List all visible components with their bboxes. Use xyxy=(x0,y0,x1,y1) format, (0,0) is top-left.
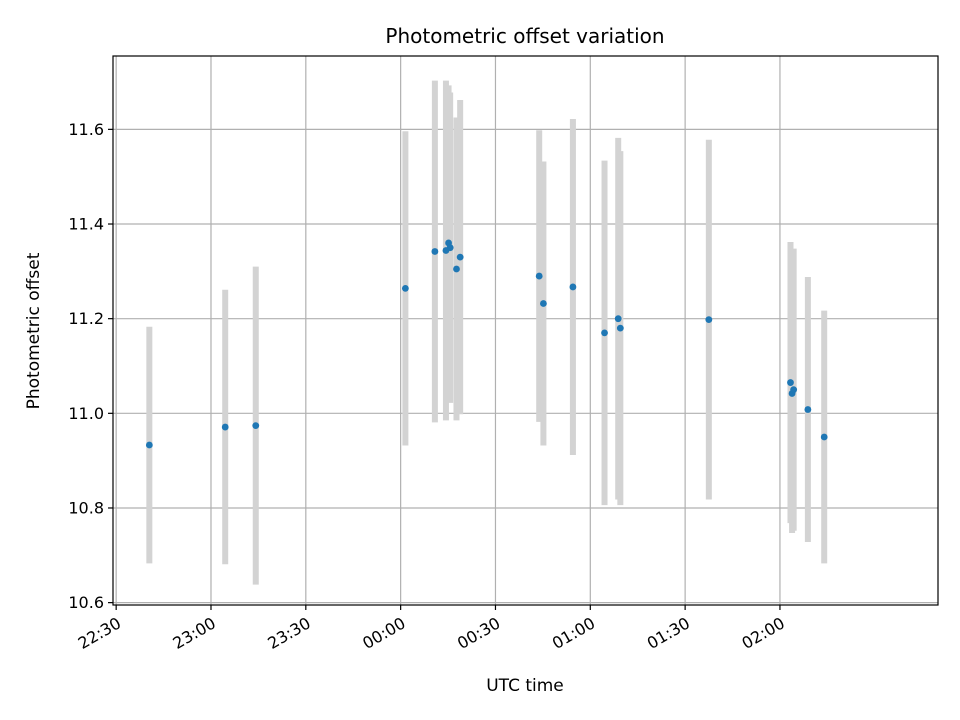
data-point xyxy=(453,265,460,273)
y-tick-label: 11.4 xyxy=(68,215,104,234)
data-point xyxy=(456,253,464,261)
data-point xyxy=(804,406,812,413)
data-point xyxy=(614,315,622,323)
y-tick-label: 10.6 xyxy=(68,593,104,612)
y-tick-label: 10.8 xyxy=(68,498,104,517)
data-point xyxy=(401,284,409,292)
data-point xyxy=(446,244,454,252)
data-point xyxy=(535,272,543,280)
y-tick-label: 11.2 xyxy=(68,309,104,328)
data-point xyxy=(252,422,260,430)
data-point xyxy=(540,300,547,307)
y-tick-label: 11.6 xyxy=(68,120,104,139)
data-point xyxy=(431,248,439,255)
data-points xyxy=(145,239,828,449)
data-point xyxy=(787,379,794,386)
data-point xyxy=(221,423,229,431)
data-point xyxy=(705,316,713,324)
data-point xyxy=(790,386,798,394)
data-point xyxy=(820,433,828,441)
data-point xyxy=(145,441,153,449)
data-point xyxy=(569,283,577,291)
plot-frame xyxy=(112,55,939,606)
x-axis-label: UTC time xyxy=(486,676,564,696)
data-point xyxy=(616,324,624,332)
grid xyxy=(113,56,938,605)
y-tick-label: 11.0 xyxy=(68,404,104,423)
data-point xyxy=(601,329,608,337)
chart-title: Photometric offset variation xyxy=(385,24,664,48)
y-axis-label: Photometric offset xyxy=(24,252,44,409)
